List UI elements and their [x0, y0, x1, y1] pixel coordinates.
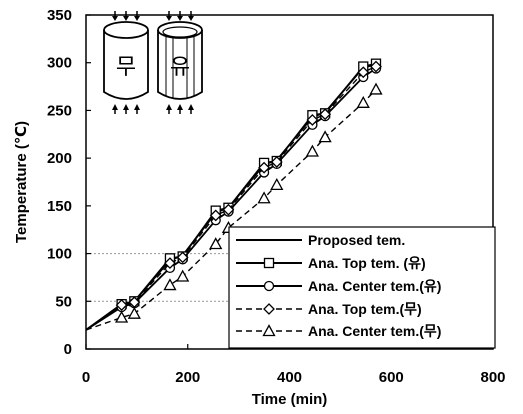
- y-tick-label: 50: [55, 293, 72, 310]
- legend-marker: [263, 257, 275, 269]
- data-point: [257, 191, 271, 204]
- data-point: [222, 203, 235, 216]
- legend-entry: Ana. Top tem. (유): [236, 255, 426, 271]
- data-point: [115, 310, 129, 323]
- legend-label: Ana. Center tem.(무): [308, 323, 441, 339]
- cylinder-ribbed-icon: 유: [157, 21, 203, 100]
- up-arrow-icon: [123, 104, 129, 110]
- legend-label: Proposed tem.: [308, 232, 405, 248]
- data-point: [209, 209, 222, 222]
- y-axis-label: Temperature (℃): [13, 121, 30, 243]
- cylinder-ribbed-label: 유: [170, 55, 190, 80]
- data-point: [357, 66, 370, 79]
- y-tick-label: 200: [47, 150, 72, 167]
- legend-marker: [263, 303, 275, 315]
- legend-entry: Ana. Top tem.(무): [236, 301, 422, 317]
- series-4: [85, 60, 382, 331]
- legend-label: Ana. Center tem.(유): [308, 278, 441, 294]
- arrow-icon-group: [112, 11, 194, 114]
- x-tick-label: 800: [480, 369, 505, 386]
- inset-icons: 무 유: [103, 11, 203, 114]
- data-point: [318, 130, 332, 143]
- legend-marker: [263, 280, 275, 292]
- legend-marker: [262, 324, 276, 337]
- y-tick-label: 350: [47, 7, 72, 24]
- series-layer: [85, 58, 383, 331]
- y-tick-label: 300: [47, 55, 72, 72]
- legend-entry: Ana. Center tem.(무): [236, 323, 441, 339]
- data-point: [369, 82, 383, 95]
- data-point: [258, 161, 270, 174]
- up-arrow-icon: [166, 104, 172, 110]
- up-arrow-icon: [188, 104, 194, 110]
- legend-label: Ana. Top tem. (유): [308, 255, 426, 271]
- x-tick-label: 600: [379, 369, 404, 386]
- up-arrow-icon: [177, 104, 183, 110]
- legend: Proposed tem. Ana. Top tem. (유) Ana. Cente…: [228, 226, 496, 349]
- data-point: [127, 306, 141, 319]
- up-arrow-icon: [134, 104, 140, 110]
- x-tick-label: 200: [175, 369, 200, 386]
- data-point: [115, 299, 128, 312]
- data-point: [176, 251, 189, 264]
- data-point: [270, 156, 283, 168]
- data-point: [319, 108, 332, 121]
- down-arrow-icon: [188, 16, 194, 21]
- cylinder-solid-label: 무: [116, 55, 136, 80]
- down-arrow-icon: [177, 16, 183, 21]
- down-arrow-icon: [112, 16, 118, 21]
- data-point: [163, 278, 177, 291]
- data-point: [164, 257, 176, 270]
- data-point: [176, 269, 190, 282]
- legend-label: Ana. Top tem.(무): [308, 301, 422, 317]
- down-arrow-icon: [123, 16, 129, 21]
- data-point: [306, 114, 319, 126]
- cylinder-solid-icon: 무: [103, 21, 149, 100]
- up-arrow-icon: [112, 104, 118, 110]
- y-tick-label: 0: [64, 341, 72, 358]
- data-point: [270, 178, 284, 191]
- x-tick-label: 0: [82, 369, 90, 386]
- y-tick-label: 250: [47, 102, 72, 119]
- y-tick-label: 150: [47, 198, 72, 215]
- series-5: [85, 82, 383, 331]
- down-arrow-icon: [166, 16, 172, 21]
- legend-entry: Proposed tem.: [236, 232, 405, 248]
- data-point: [370, 60, 382, 73]
- x-axis-label: Time (min): [252, 391, 328, 408]
- legend-entry: Ana. Center tem.(유): [236, 278, 441, 294]
- data-point: [305, 144, 319, 157]
- down-arrow-icon: [134, 16, 140, 21]
- y-tick-label: 100: [47, 246, 72, 263]
- axis-ticks: 0 50 100 150 200 250 300 350 0 200 400 600 800: [47, 7, 506, 386]
- data-point: [209, 237, 223, 250]
- x-tick-label: 400: [277, 369, 302, 386]
- data-point: [356, 95, 370, 108]
